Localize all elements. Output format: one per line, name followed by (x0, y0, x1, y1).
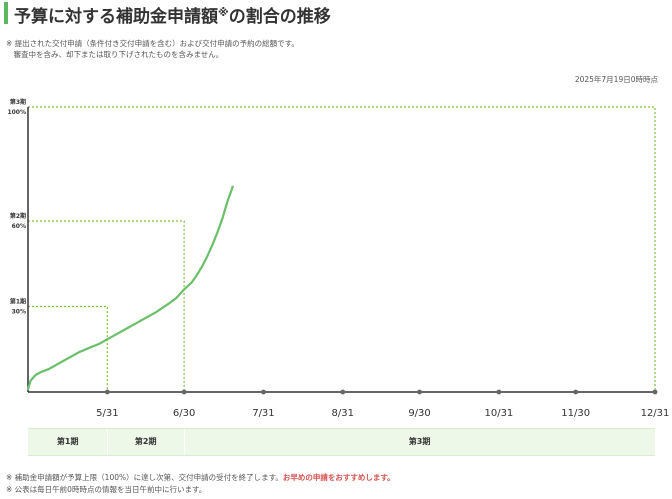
series-point-1-12 (116, 332, 119, 335)
series-point-1-18 (183, 288, 186, 291)
series-point-1-2 (29, 379, 32, 382)
x-tick-marker-2 (181, 389, 187, 395)
note-top-2: 審査中を含み、却下または取り下げされたものを含みません。 (6, 50, 224, 59)
threshold-line-2 (28, 220, 185, 392)
series-point-1-17 (175, 297, 178, 299)
series-point-1-6 (57, 362, 60, 365)
period-label-2: 第2期 (134, 437, 157, 446)
period-label-1: 第1期 (56, 437, 79, 446)
note-bottom-1-text: ※ 補助金申請額が予算上限（100%）に達し次第、交付申請の受付を終了します。 (6, 473, 283, 482)
note-top-1: ※ 提出された交付申請（条件付き交付申請を含む）および交付申請の予約の総額です。 (6, 39, 299, 48)
as-of-timestamp: 2025年7月19日0時時点 (574, 75, 658, 84)
progress-chart: 第1期 30% 第2期 60% 第3期 100% 5/31 6/30 7/31 8/31 9/30 1… (7, 98, 670, 419)
threshold-period-label-3: 第3期 (9, 98, 26, 106)
x-tick-label-6: 10/31 (484, 408, 513, 419)
series-point-1-26 (226, 200, 229, 202)
series-point-1-21 (201, 265, 203, 268)
series-point-1-7 (68, 356, 70, 359)
series-point-1-4 (39, 371, 42, 373)
title-suffix: の割合の推移 (228, 7, 331, 27)
series-point-1-14 (142, 318, 145, 321)
note-bottom-1: ※ 補助金申請額が予算上限（100%）に達し次第、交付申請の受付を終了します。お… (6, 473, 395, 483)
series-point-1-15 (155, 311, 157, 314)
series-point-1-10 (98, 342, 101, 345)
series-line-1 (26, 185, 234, 391)
threshold-percent-label-3: 100% (7, 109, 26, 116)
series-point-1-25 (221, 217, 224, 220)
threshold-percent-label-2: 60% (12, 223, 26, 230)
series-point-1-1 (27, 388, 29, 391)
threshold-percent-label-1: 30% (12, 309, 26, 316)
series-point-1-23 (211, 244, 214, 247)
threshold-period-label-1: 第1期 (9, 298, 26, 306)
series-point-1-8 (78, 351, 81, 353)
series-point-1-16 (167, 302, 170, 305)
x-tick-label-2: 6/30 (173, 408, 195, 419)
x-tick-marker-4 (340, 389, 346, 395)
series-point-1-11 (106, 338, 109, 341)
period-bar: 第1期 第2期 第3期 (28, 428, 655, 456)
period-label-3: 第3期 (408, 437, 431, 446)
threshold-period-label-2: 第2期 (9, 212, 26, 220)
series-point-1-27 (231, 185, 234, 188)
title-note-mark: ※ (218, 6, 229, 19)
threshold-line-3 (28, 106, 656, 392)
x-tick-label-5: 9/30 (408, 408, 430, 419)
note-bottom-2: ※ 公表は毎日午前0時時点の情報を当日午前中に行います。 (6, 485, 207, 494)
series-point-1-5 (47, 368, 50, 371)
series-point-1-3 (34, 374, 37, 376)
note-bottom-emphasis: お早めの申請をおすすめします。 (282, 473, 395, 482)
title-main: 予算に対する補助金申請額 (14, 7, 218, 27)
period-separator-1 (107, 429, 109, 455)
series-point-1-13 (129, 325, 132, 328)
page-title: 予算に対する補助金申請額※の割合の推移 (4, 2, 331, 27)
x-tick-marker-7 (573, 389, 579, 395)
x-tick-marker-8 (652, 389, 658, 395)
series-point-1-22 (206, 255, 209, 258)
period-separator-2 (184, 429, 186, 455)
x-tick-label-8: 12/31 (641, 408, 670, 419)
series-point-1-20 (196, 274, 198, 277)
threshold-line-1 (28, 305, 108, 392)
series-point-1-19 (190, 281, 193, 284)
x-tick-marker-6 (496, 389, 502, 395)
series-point-1-9 (88, 346, 91, 349)
series-point-1-24 (216, 231, 219, 234)
x-tick-marker-1 (104, 389, 110, 395)
x-tick-marker-5 (417, 389, 422, 395)
x-tick-label-1: 5/31 (96, 408, 118, 419)
x-tick-label-3: 7/31 (252, 408, 274, 419)
x-tick-marker-3 (261, 389, 266, 395)
x-tick-label-4: 8/31 (332, 408, 354, 419)
x-tick-label-7: 11/30 (561, 408, 590, 419)
